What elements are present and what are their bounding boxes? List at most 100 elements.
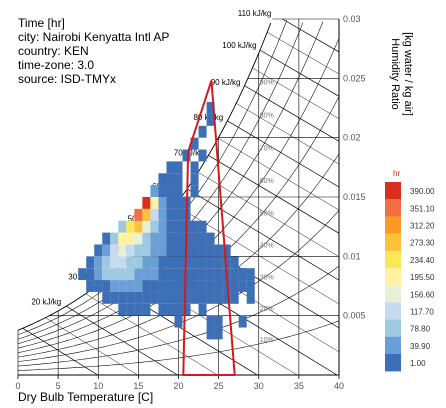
heatmap-cell — [142, 280, 151, 292]
heatmap-cell — [158, 244, 167, 257]
legend-swatch — [385, 354, 401, 372]
heatmap-cell — [102, 280, 111, 292]
legend-swatch — [385, 182, 401, 200]
heatmap-cell — [102, 268, 111, 281]
legend-label: 117.70 — [410, 308, 434, 317]
heatmap-cell — [198, 291, 207, 304]
heatmap-cell — [198, 280, 207, 292]
heatmap-cell — [126, 291, 135, 304]
heatmap-cell — [182, 268, 191, 281]
rh-label: 70% — [260, 146, 274, 153]
heatmap-cell — [174, 291, 183, 304]
x-tick-label: 30 — [254, 381, 264, 391]
legend-title: hr — [393, 169, 400, 178]
info-line: time-zone: 3.0 — [18, 58, 94, 72]
heatmap-cell — [118, 291, 127, 304]
legend-swatch — [385, 336, 401, 355]
heatmap-cell — [102, 291, 111, 304]
x-tick-label: 25 — [214, 381, 224, 391]
heatmap-cell — [206, 315, 215, 328]
heatmap-cell — [134, 232, 143, 245]
rh-label: 80% — [260, 113, 274, 120]
heatmap-cell — [230, 291, 239, 304]
heatmap-cell — [158, 185, 167, 197]
heatmap-cell — [214, 244, 223, 257]
heatmap-cell — [118, 268, 127, 281]
heatmap-cell — [198, 149, 207, 162]
heatmap-cell — [166, 232, 175, 245]
heatmap-cell — [86, 268, 95, 281]
heatmap-cell — [190, 161, 199, 174]
heatmap-cell — [142, 268, 151, 281]
heatmap-cell — [118, 244, 127, 257]
heatmap-cell — [142, 208, 151, 221]
heatmap-cell — [94, 256, 103, 269]
heatmap-cell — [174, 161, 183, 174]
rh-label: 40% — [260, 243, 274, 250]
heatmap-cell — [230, 280, 239, 292]
rh-label: 30% — [260, 274, 274, 281]
heatmap-cell — [142, 244, 151, 257]
heatmap-cell — [86, 280, 95, 292]
heatmap-cell — [142, 256, 151, 269]
info-block: Time [hr] city: Nairobi Kenyatta Intl AP… — [18, 16, 169, 86]
heatmap-cell — [166, 291, 175, 304]
heatmap-cell — [214, 315, 223, 328]
rh-label: 10% — [260, 337, 274, 344]
heatmap-cell — [174, 256, 183, 269]
y-tick-label: 0.025 — [343, 73, 366, 83]
x-tick-label: 40 — [334, 381, 344, 391]
enthalpy-line — [168, 19, 339, 375]
heatmap-cell — [166, 208, 175, 221]
y-axis-label-line2: [kg water / kg air] — [402, 32, 414, 116]
comfort-polygon — [182, 80, 236, 376]
heatmap-cell — [190, 232, 199, 245]
legend-swatch — [385, 216, 401, 234]
heatmap-cell — [142, 291, 151, 304]
heatmap-cell — [174, 220, 183, 233]
heatmap-cell — [246, 280, 255, 292]
y-axis-label-line1: Humidity Ratio — [389, 38, 401, 110]
heatmap-cell — [110, 280, 119, 292]
heatmap-cell — [238, 268, 247, 281]
heatmap-cell — [166, 220, 175, 233]
y-tick-label: 0.03 — [343, 14, 361, 24]
legend-swatch — [385, 199, 401, 217]
heatmap-cell — [126, 244, 135, 257]
heatmap-cell — [182, 280, 191, 292]
heatmap-cell — [158, 291, 167, 304]
heatmap-cell — [94, 244, 103, 257]
heatmap-cell — [150, 220, 159, 233]
rh-label: 20% — [260, 306, 274, 313]
heatmap-cell — [182, 291, 191, 304]
heatmap-cell — [190, 268, 199, 281]
enthalpy-line — [18, 19, 339, 375]
heatmap-cell — [158, 268, 167, 281]
heatmap-cell — [182, 303, 191, 316]
heatmap-cell — [198, 220, 207, 233]
heatmap-cell — [166, 303, 175, 316]
heatmap-cell — [158, 173, 167, 186]
heatmap-cell — [190, 280, 199, 292]
heatmap-cell — [158, 256, 167, 269]
heatmap-cell — [166, 173, 175, 186]
enthalpy-label: 100 kJ/kg — [222, 41, 256, 50]
rh-curve — [17, 265, 340, 367]
heatmap-cell — [150, 291, 159, 304]
enthalpy-label: 110 kJ/kg — [238, 9, 272, 18]
rh-curve — [17, 320, 340, 371]
heatmap-cell — [182, 149, 191, 162]
heatmap-cell — [126, 280, 135, 292]
heatmap-cell — [190, 291, 199, 304]
heatmap-cell — [126, 232, 135, 245]
overlay — [182, 80, 236, 376]
heatmap-cell — [166, 244, 175, 257]
y-axis-label: Humidity Ratio [kg water / kg air] — [389, 32, 414, 116]
heatmap-cell — [174, 232, 183, 245]
heatmap-cell — [206, 244, 215, 257]
enthalpy-label: 90 kJ/kg — [211, 78, 241, 87]
heatmap-cell — [142, 232, 151, 245]
heatmap-cell — [174, 173, 183, 186]
heatmap-cell — [166, 268, 175, 281]
legend-swatch — [385, 268, 401, 286]
